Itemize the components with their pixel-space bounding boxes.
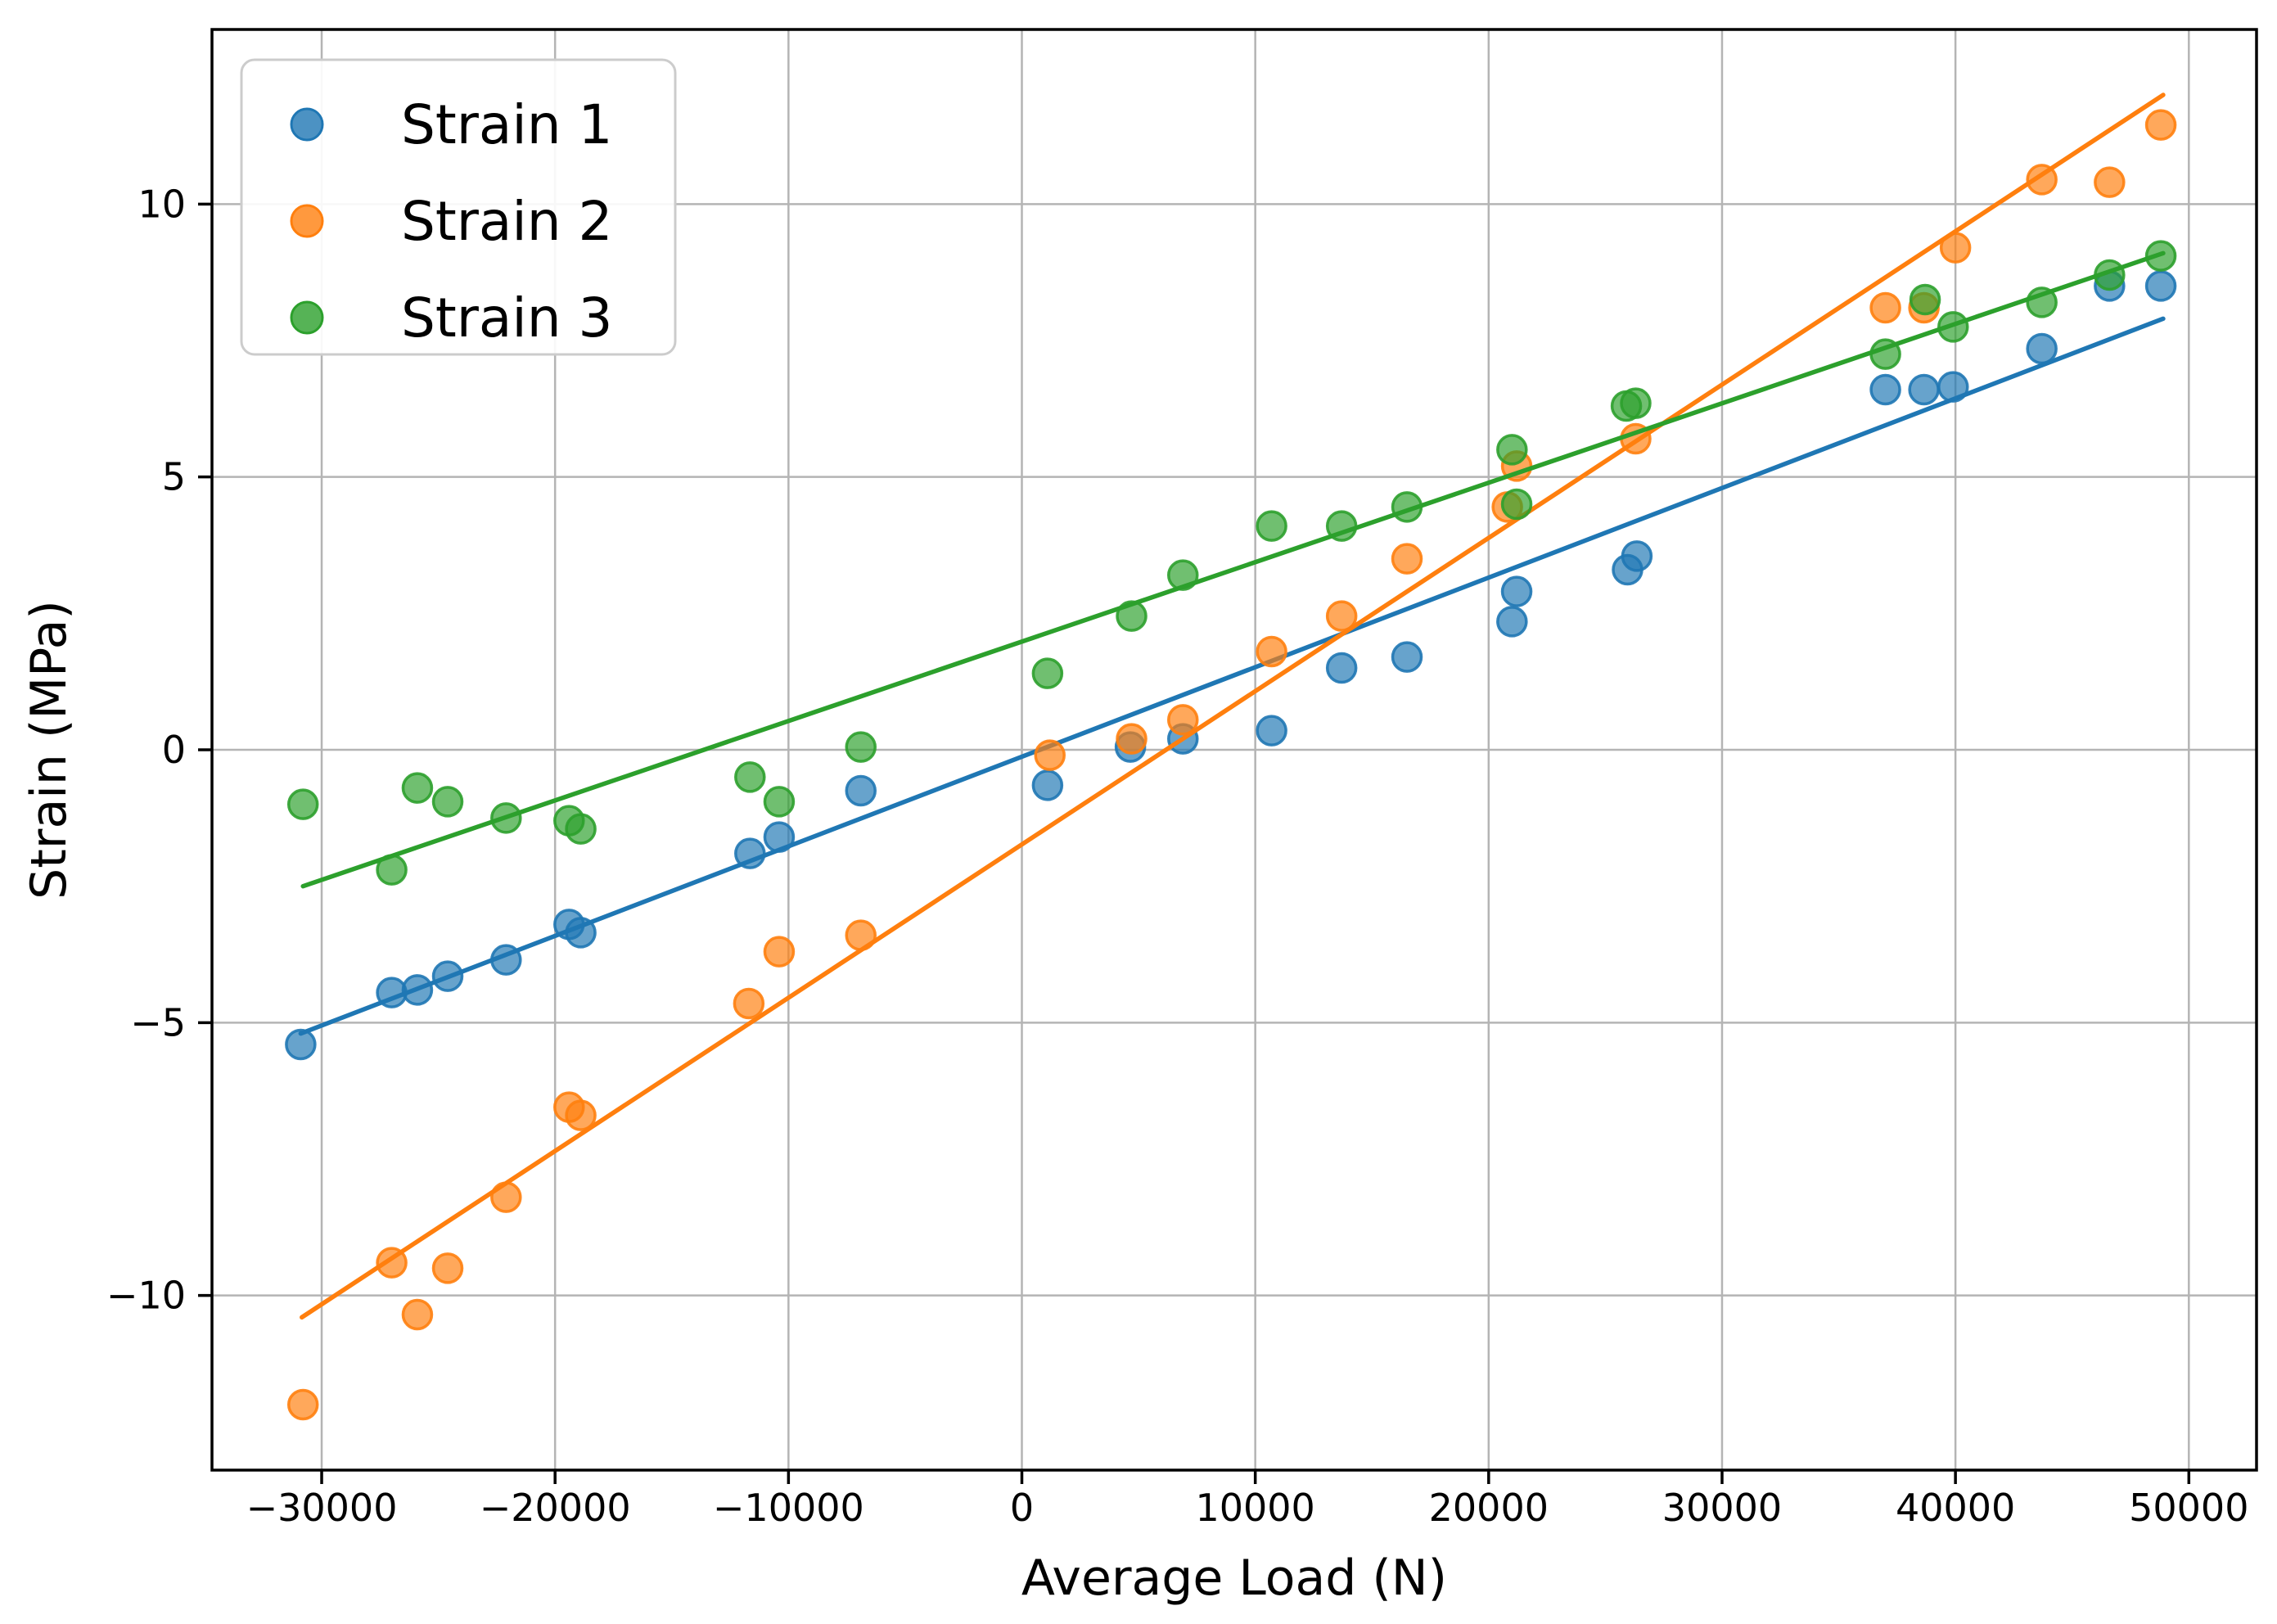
data-point [2144, 109, 2177, 141]
data-point [2144, 270, 2177, 302]
data-point [1325, 600, 1358, 632]
legend-label-1: Strain 1 [401, 93, 613, 156]
data-point [1869, 291, 1901, 324]
x-tick-label: −20000 [480, 1486, 631, 1530]
data-point [1391, 543, 1423, 575]
data-point [401, 772, 434, 804]
x-tick-label: 50000 [2129, 1486, 2248, 1530]
x-tick-label: −30000 [246, 1486, 398, 1530]
data-point [845, 774, 877, 807]
data-point [1496, 434, 1528, 466]
data-point [734, 761, 766, 793]
legend: Strain 1 Strain 2 Strain 3 [240, 58, 677, 356]
y-axis-label: Strain (MPa) [20, 600, 78, 900]
trend-line-2 [300, 92, 2166, 1320]
data-point [1116, 723, 1148, 755]
series-3 [286, 240, 2177, 889]
legend-item-1: Strain 1 [290, 93, 613, 156]
data-point [1031, 769, 1064, 801]
data-point [1500, 488, 1533, 521]
data-point [401, 1298, 434, 1331]
legend-item-2: Strain 2 [290, 190, 613, 253]
data-point [763, 786, 796, 818]
data-point [1167, 704, 1199, 736]
x-tick-label: 0 [1010, 1486, 1034, 1530]
data-point [1621, 540, 1653, 572]
y-tick-label: 5 [162, 455, 186, 499]
legend-marker-1 [290, 107, 324, 142]
x-tick-label: 40000 [1896, 1486, 2015, 1530]
x-tick-label: 30000 [1662, 1486, 1782, 1530]
legend-item-3: Strain 3 [290, 286, 613, 350]
data-point [1256, 635, 1287, 668]
x-tick-labels: −30000 −20000 −10000 0 10000 20000 30000 40000 5… [246, 1486, 2249, 1530]
x-tick-label: 20000 [1429, 1486, 1549, 1530]
grid [212, 29, 2257, 1470]
data-point [2094, 166, 2126, 198]
trend-line-1 [298, 316, 2166, 1036]
y-tick-labels: −10 −5 0 5 10 [106, 182, 186, 1317]
series-2 [286, 92, 2177, 1421]
data-point [431, 786, 464, 818]
x-axis-label: Average Load (N) [1021, 1550, 1447, 1607]
scatter-points-2 [286, 109, 2177, 1421]
data-point [1620, 387, 1652, 419]
data-point [1908, 373, 1940, 406]
x-tick-label: −10000 [713, 1486, 864, 1530]
data-point [286, 1388, 319, 1421]
y-tick-label: 0 [162, 728, 186, 772]
data-point [565, 813, 597, 845]
series-1 [285, 270, 2177, 1061]
data-point [1869, 373, 1901, 406]
ticks [198, 202, 2191, 1484]
data-point [763, 936, 796, 968]
data-point [1325, 652, 1358, 684]
legend-label-2: Strain 2 [401, 190, 613, 253]
data-point [2026, 332, 2058, 365]
data-point [1500, 575, 1533, 607]
data-point [1034, 739, 1066, 771]
data-point [1391, 641, 1423, 673]
data-point [565, 1099, 597, 1131]
x-tick-label: 10000 [1195, 1486, 1314, 1530]
data-point [1496, 606, 1528, 638]
legend-box [240, 58, 677, 356]
y-tick-label: −5 [130, 1000, 186, 1044]
trend-line-3 [300, 250, 2166, 889]
data-point [431, 1252, 464, 1284]
data-point [1031, 657, 1064, 689]
data-point [1909, 283, 1941, 316]
data-point [1256, 510, 1287, 542]
data-point [1256, 715, 1287, 747]
data-point [285, 1028, 317, 1061]
data-point [733, 987, 765, 1020]
legend-marker-2 [290, 204, 324, 238]
y-tick-label: −10 [106, 1274, 186, 1318]
legend-label-3: Strain 3 [401, 286, 613, 350]
data-point [845, 731, 877, 763]
data-point [286, 788, 319, 820]
y-tick-label: 10 [138, 182, 186, 226]
legend-marker-3 [290, 300, 324, 335]
